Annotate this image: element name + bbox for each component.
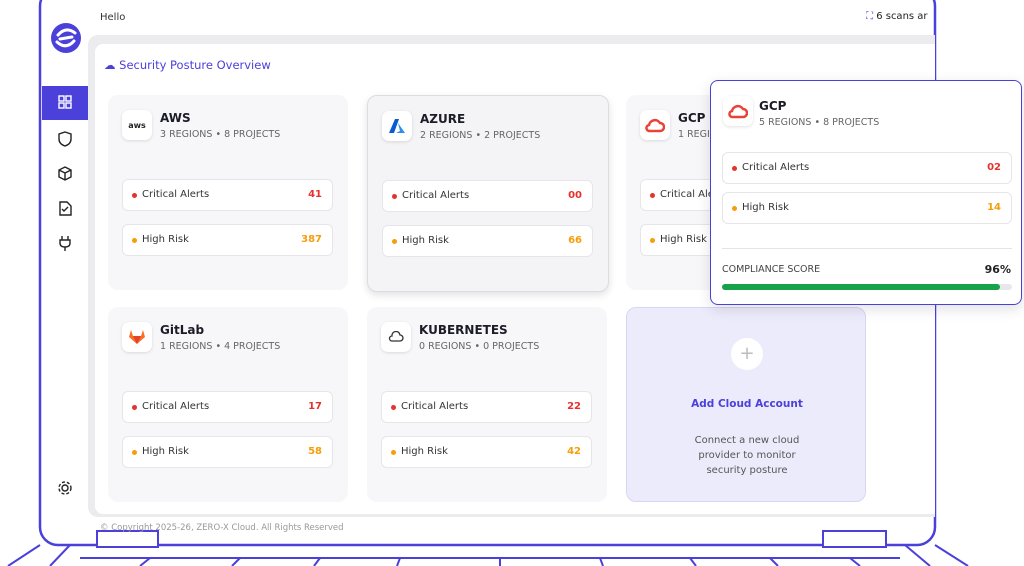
alert-label: High Risk [142, 234, 189, 245]
alert-row: Critical Alerts 02 [722, 152, 1012, 184]
provider-card[interactable]: GitLab 1 REGIONS • 4 PROJECTS Critical Ale… [108, 307, 348, 502]
alert-row: High Risk 42 [381, 436, 592, 468]
alert-label: Critical Alerts [402, 190, 470, 201]
popup-name: GCP [759, 99, 787, 113]
alert-value: 58 [308, 446, 322, 457]
alert-value: 66 [568, 235, 582, 246]
status-dot [732, 206, 737, 211]
alert-value: 41 [308, 189, 322, 200]
alert-value: 387 [301, 234, 322, 245]
gcp-icon [723, 96, 753, 126]
alert-label: High Risk [742, 202, 789, 213]
alert-label: Critical Alerts [142, 189, 210, 200]
alert-label: Critical Alerts [401, 401, 469, 412]
provider-icon [122, 322, 152, 352]
logo-text: aws [128, 120, 146, 130]
status-dot [392, 194, 397, 199]
provider-card[interactable]: KUBERNETES 0 REGIONS • 0 PROJECTS Critical… [367, 307, 607, 502]
provider-subtitle: 1 REGIONS • 4 PROJECTS [160, 341, 281, 352]
status-dot [650, 193, 655, 198]
panel-title: ☁ Security Posture Overview [104, 58, 271, 72]
nav-active[interactable] [42, 86, 88, 120]
provider-name: AWS [160, 111, 191, 125]
alert-value: 14 [987, 202, 1001, 213]
provider-icon [381, 322, 411, 352]
nav-shield[interactable] [58, 131, 72, 147]
status-dot [392, 239, 397, 244]
greeting: Hello [100, 12, 126, 23]
progress-track [722, 284, 1012, 290]
status-dot [732, 166, 737, 171]
compliance-score: 96% [984, 263, 1011, 276]
footer: © Copyright 2025-26, ZERO-X Cloud. All R… [100, 523, 344, 533]
alert-value: 42 [567, 446, 581, 457]
gcp-popup: GCP 5 REGIONS • 8 PROJECTS COMPLIANCE SC… [710, 80, 1022, 305]
provider-subtitle: 2 REGIONS • 2 PROJECTS [420, 130, 541, 141]
scan-status[interactable]: ⛶ 6 scans ar [866, 11, 928, 22]
nav-doc[interactable] [59, 201, 72, 216]
provider-icon: aws [122, 110, 152, 140]
alert-row: Critical Alerts 41 [122, 179, 333, 211]
status-dot [391, 405, 396, 410]
alert-label: Critical Alerts [660, 189, 728, 200]
provider-name: GCP [678, 111, 706, 125]
status-dot [132, 450, 137, 455]
alert-label: High Risk [401, 446, 448, 457]
nav-box[interactable] [58, 166, 72, 181]
alert-label: High Risk [402, 235, 449, 246]
status-dot [132, 405, 137, 410]
alert-label: Critical Alerts [742, 162, 810, 173]
alert-row: High Risk 66 [382, 225, 593, 257]
add-card[interactable]: + Add Cloud Account Connect a new cloud … [626, 307, 866, 502]
alert-value: 17 [308, 401, 322, 412]
panel-title-text: Security Posture Overview [119, 58, 271, 72]
alert-row: Critical Alerts 22 [381, 391, 592, 423]
logo [51, 23, 81, 53]
provider-subtitle: 1 REGIONS [678, 129, 731, 140]
alert-label: Critical Alerts [142, 401, 210, 412]
divider [722, 248, 1012, 249]
provider-card[interactable]: AZURE 2 REGIONS • 2 PROJECTS Critical Aler… [367, 95, 609, 292]
add-icon: + [731, 338, 763, 370]
provider-name: KUBERNETES [419, 323, 508, 337]
progress-fill [722, 284, 1001, 290]
alert-value: 22 [567, 401, 581, 412]
provider-name: GitLab [160, 323, 205, 337]
status-dot [132, 238, 137, 243]
add-description: Connect a new cloud provider to monitor … [694, 435, 800, 476]
nav-plug[interactable] [59, 236, 71, 251]
provider-subtitle: 3 REGIONS • 8 PROJECTS [160, 129, 281, 140]
popup-subtitle: 5 REGIONS • 8 PROJECTS [759, 117, 880, 128]
compliance-label: COMPLIANCE SCORE [722, 264, 821, 275]
alert-row: Critical Alerts 17 [122, 391, 333, 423]
alert-label: High Risk [142, 446, 189, 457]
provider-icon [640, 110, 670, 140]
provider-card[interactable]: aws AWS 3 REGIONS • 8 PROJECTS Critical Ale… [108, 95, 348, 290]
provider-icon [382, 111, 412, 141]
alert-value: 02 [987, 162, 1001, 173]
status-dot [132, 193, 137, 198]
provider-subtitle: 0 REGIONS • 0 PROJECTS [419, 341, 540, 352]
provider-name: AZURE [420, 112, 466, 126]
nav-settings[interactable] [61, 484, 69, 492]
status-dot [650, 238, 655, 243]
alert-row: High Risk 58 [122, 436, 333, 468]
alert-row: High Risk 387 [122, 224, 333, 256]
alert-row: High Risk 14 [722, 192, 1012, 224]
alert-value: 00 [568, 190, 582, 201]
add-title: Add Cloud Account [691, 398, 803, 410]
alert-row: Critical Alerts 00 [382, 180, 593, 212]
alert-label: High Risk [660, 234, 707, 245]
status-dot [391, 450, 396, 455]
scan-text: 6 scans ar [876, 11, 928, 22]
